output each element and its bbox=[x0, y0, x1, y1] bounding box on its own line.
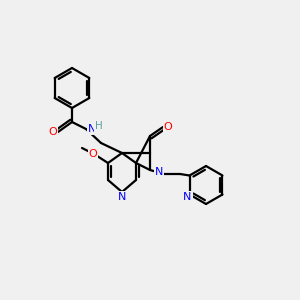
Text: N: N bbox=[88, 124, 96, 134]
Text: O: O bbox=[49, 127, 57, 137]
Text: O: O bbox=[88, 149, 98, 159]
Text: N: N bbox=[183, 193, 192, 202]
Text: N: N bbox=[155, 167, 164, 177]
Text: N: N bbox=[118, 192, 126, 202]
Text: O: O bbox=[164, 122, 172, 132]
Text: H: H bbox=[95, 121, 103, 131]
